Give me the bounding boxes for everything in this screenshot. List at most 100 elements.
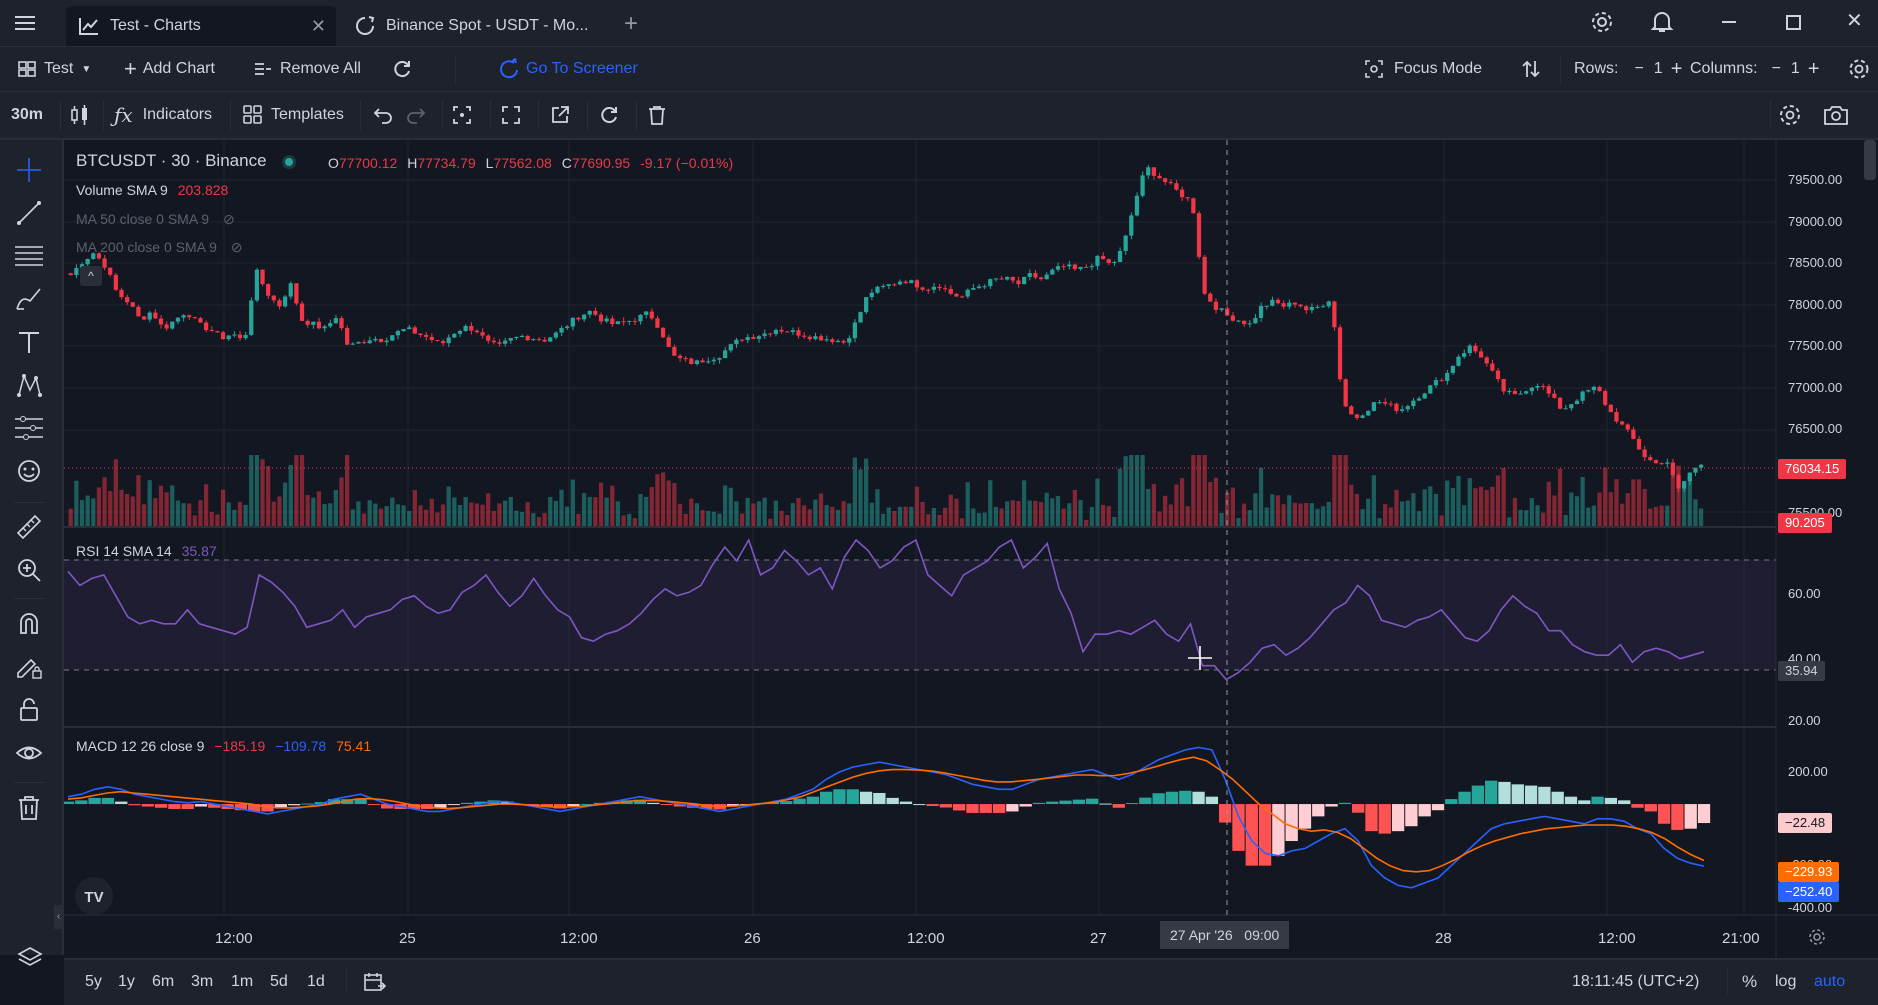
- rows-increment-button[interactable]: +: [1670, 57, 1683, 80]
- macd-legend[interactable]: MACD 12 26 close 9 −185.19 −109.78 75.41: [76, 738, 371, 754]
- candle-body: [85, 258, 90, 265]
- undo-button[interactable]: [373, 92, 393, 138]
- columns-decrement-button[interactable]: −: [1771, 60, 1781, 77]
- chart-type-button[interactable]: [70, 92, 90, 138]
- rows-decrement-button[interactable]: −: [1634, 60, 1644, 77]
- candle-body: [1151, 167, 1156, 176]
- indicators-button[interactable]: ƒx Indicators: [114, 92, 212, 138]
- close-window-button[interactable]: ✕: [1846, 10, 1863, 32]
- trend-line-tool[interactable]: [13, 197, 45, 229]
- range-3m-button[interactable]: 3m: [191, 972, 214, 990]
- reload-chart-button[interactable]: [599, 92, 619, 138]
- refresh-button[interactable]: [392, 47, 412, 91]
- emoji-tool[interactable]: [13, 455, 45, 487]
- volume-legend[interactable]: Volume SMA 9 203.828: [76, 182, 228, 198]
- hide-drawings-tool[interactable]: [13, 737, 45, 769]
- volume-bar: [553, 500, 558, 527]
- gear-icon: [1849, 59, 1869, 79]
- snapshot-button[interactable]: [1823, 92, 1849, 138]
- bell-icon[interactable]: [1650, 9, 1674, 40]
- hamburger-menu-button[interactable]: [8, 8, 42, 38]
- pattern-tool[interactable]: [13, 369, 45, 401]
- percent-scale-button[interactable]: %: [1742, 971, 1758, 991]
- volume-bar: [1213, 477, 1219, 527]
- chart-settings-button[interactable]: [1778, 92, 1802, 138]
- volume-bar: [943, 507, 948, 527]
- volume-bar: [711, 511, 716, 527]
- eye-off-icon[interactable]: ⊘: [222, 211, 235, 227]
- prediction-tool[interactable]: [13, 412, 45, 444]
- app-settings-button[interactable]: [1848, 47, 1870, 91]
- open-external-button[interactable]: [550, 92, 570, 138]
- macd-histogram-bar: [819, 791, 833, 805]
- brush-tool[interactable]: [13, 283, 45, 315]
- interval-selector[interactable]: 30m: [11, 106, 44, 123]
- clock-timezone[interactable]: 18:11:45 (UTC+2): [1572, 972, 1700, 990]
- ma50-legend[interactable]: MA 50 close 0 SMA 9 ⊘: [76, 211, 235, 228]
- rsi-legend[interactable]: RSI 14 SMA 14 35.87: [76, 543, 217, 559]
- auto-scale-button[interactable]: auto: [1814, 972, 1846, 990]
- add-chart-button[interactable]: + Add Chart: [124, 47, 215, 91]
- new-tab-button[interactable]: +: [624, 10, 639, 37]
- range-5y-button[interactable]: 5y: [85, 972, 102, 990]
- sort-button[interactable]: [1522, 47, 1540, 91]
- maximize-button[interactable]: [1786, 15, 1801, 30]
- stay-in-drawing-mode-tool[interactable]: [13, 651, 45, 683]
- go-to-screener-button[interactable]: Go To Screener: [498, 47, 638, 91]
- magnet-tool[interactable]: [13, 608, 45, 640]
- ruler-tool[interactable]: [13, 511, 45, 543]
- macd-histogram-bar: [1378, 804, 1391, 834]
- tab-test-charts[interactable]: Test - Charts ✕: [66, 6, 336, 46]
- object-tree-button[interactable]: [14, 942, 46, 974]
- function-icon: ƒx: [114, 103, 133, 127]
- volume-bar: [542, 513, 547, 527]
- time-tick: 21:00: [1722, 930, 1760, 947]
- text-tool[interactable]: [13, 326, 45, 358]
- focus-mode-button[interactable]: Focus Mode: [1364, 47, 1482, 91]
- collapse-toolbar-button[interactable]: ‹: [54, 905, 63, 929]
- range-1y-button[interactable]: 1y: [118, 972, 135, 990]
- minimize-button[interactable]: [1722, 21, 1736, 23]
- volume-bar: [367, 500, 372, 527]
- fullscreen-button[interactable]: [501, 92, 521, 138]
- candle-body: [232, 334, 237, 336]
- eye-off-icon[interactable]: ⊘: [230, 239, 243, 255]
- remove-drawings-tool[interactable]: [13, 792, 45, 824]
- screenshot-region-button[interactable]: [452, 92, 472, 138]
- delete-chart-button[interactable]: [648, 92, 666, 138]
- settings-icon[interactable]: [1590, 10, 1614, 39]
- range-5d-button[interactable]: 5d: [270, 972, 288, 990]
- zoom-in-tool[interactable]: [13, 554, 45, 586]
- candle-body: [914, 280, 920, 288]
- tradingview-logo[interactable]: TV: [75, 877, 113, 915]
- collapse-legend-button[interactable]: ^: [80, 266, 102, 286]
- candle-body: [1337, 327, 1343, 380]
- ma200-legend[interactable]: MA 200 close 0 SMA 9 ⊘: [76, 239, 242, 256]
- range-1m-button[interactable]: 1m: [231, 972, 254, 990]
- scrollbar-thumb[interactable]: [1864, 140, 1876, 180]
- remove-list-icon: [255, 63, 271, 75]
- chart-area[interactable]: TV: [64, 140, 1878, 958]
- log-scale-button[interactable]: log: [1775, 972, 1797, 990]
- axis-settings-button[interactable]: [1808, 928, 1826, 951]
- layout-selector[interactable]: Test ▼: [18, 47, 91, 91]
- lock-drawings-tool[interactable]: [13, 694, 45, 726]
- range-1d-button[interactable]: 1d: [307, 972, 325, 990]
- volume-bar: [1670, 471, 1675, 527]
- candle-body: [785, 331, 790, 333]
- remove-all-button[interactable]: Remove All: [254, 47, 361, 91]
- crosshair-tool[interactable]: [13, 154, 45, 186]
- symbol-legend[interactable]: BTCUSDT · 30 · Binance: [76, 151, 294, 171]
- loading-icon: [356, 16, 375, 35]
- close-tab-icon[interactable]: ✕: [310, 15, 326, 36]
- tab-binance-spot[interactable]: Binance Spot - USDT - Mo...: [346, 6, 596, 46]
- redo-button[interactable]: [406, 92, 426, 138]
- go-to-date-button[interactable]: [364, 960, 386, 1003]
- columns-increment-button[interactable]: +: [1807, 57, 1820, 80]
- volume-bar: [1196, 455, 1202, 527]
- candle-body: [497, 342, 502, 344]
- templates-button[interactable]: Templates: [243, 92, 344, 138]
- range-6m-button[interactable]: 6m: [152, 972, 175, 990]
- volume-bar: [610, 485, 615, 527]
- fib-tool[interactable]: [13, 240, 45, 272]
